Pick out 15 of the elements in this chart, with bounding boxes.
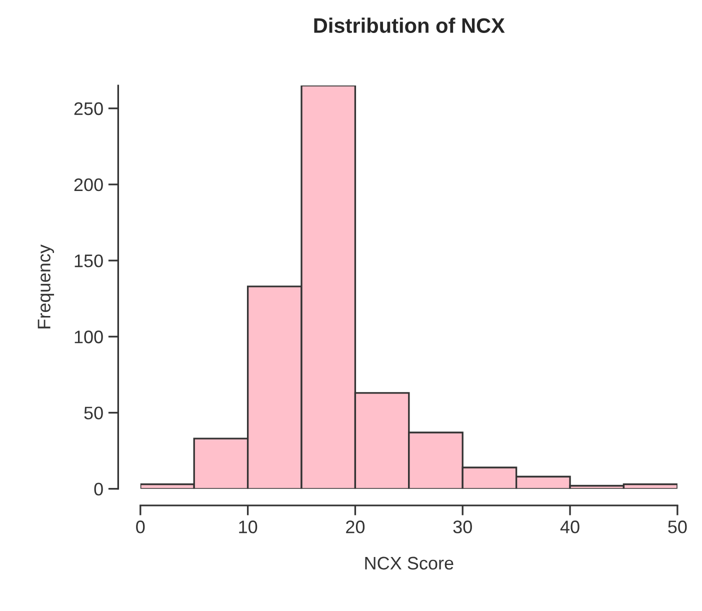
x-tick-label: 50 (668, 520, 687, 534)
x-tick-label: 20 (346, 520, 365, 534)
x-axis-title: NCX Score (365, 556, 454, 570)
chart-title: Distribution of NCX (314, 18, 505, 33)
y-axis-title: Frequency (38, 244, 54, 328)
x-tick-label: 40 (560, 520, 580, 534)
y-tick-label: 100 (74, 330, 103, 344)
x-tick-label: 10 (239, 520, 258, 534)
y-tick-label: 200 (74, 178, 103, 192)
y-tick-label: 50 (84, 406, 103, 420)
y-tick-label: 250 (74, 102, 103, 116)
y-tick-label: 0 (94, 482, 103, 496)
x-tick-label: 30 (453, 520, 472, 534)
x-tick-label: 0 (136, 520, 145, 534)
y-tick-label: 150 (74, 254, 103, 268)
